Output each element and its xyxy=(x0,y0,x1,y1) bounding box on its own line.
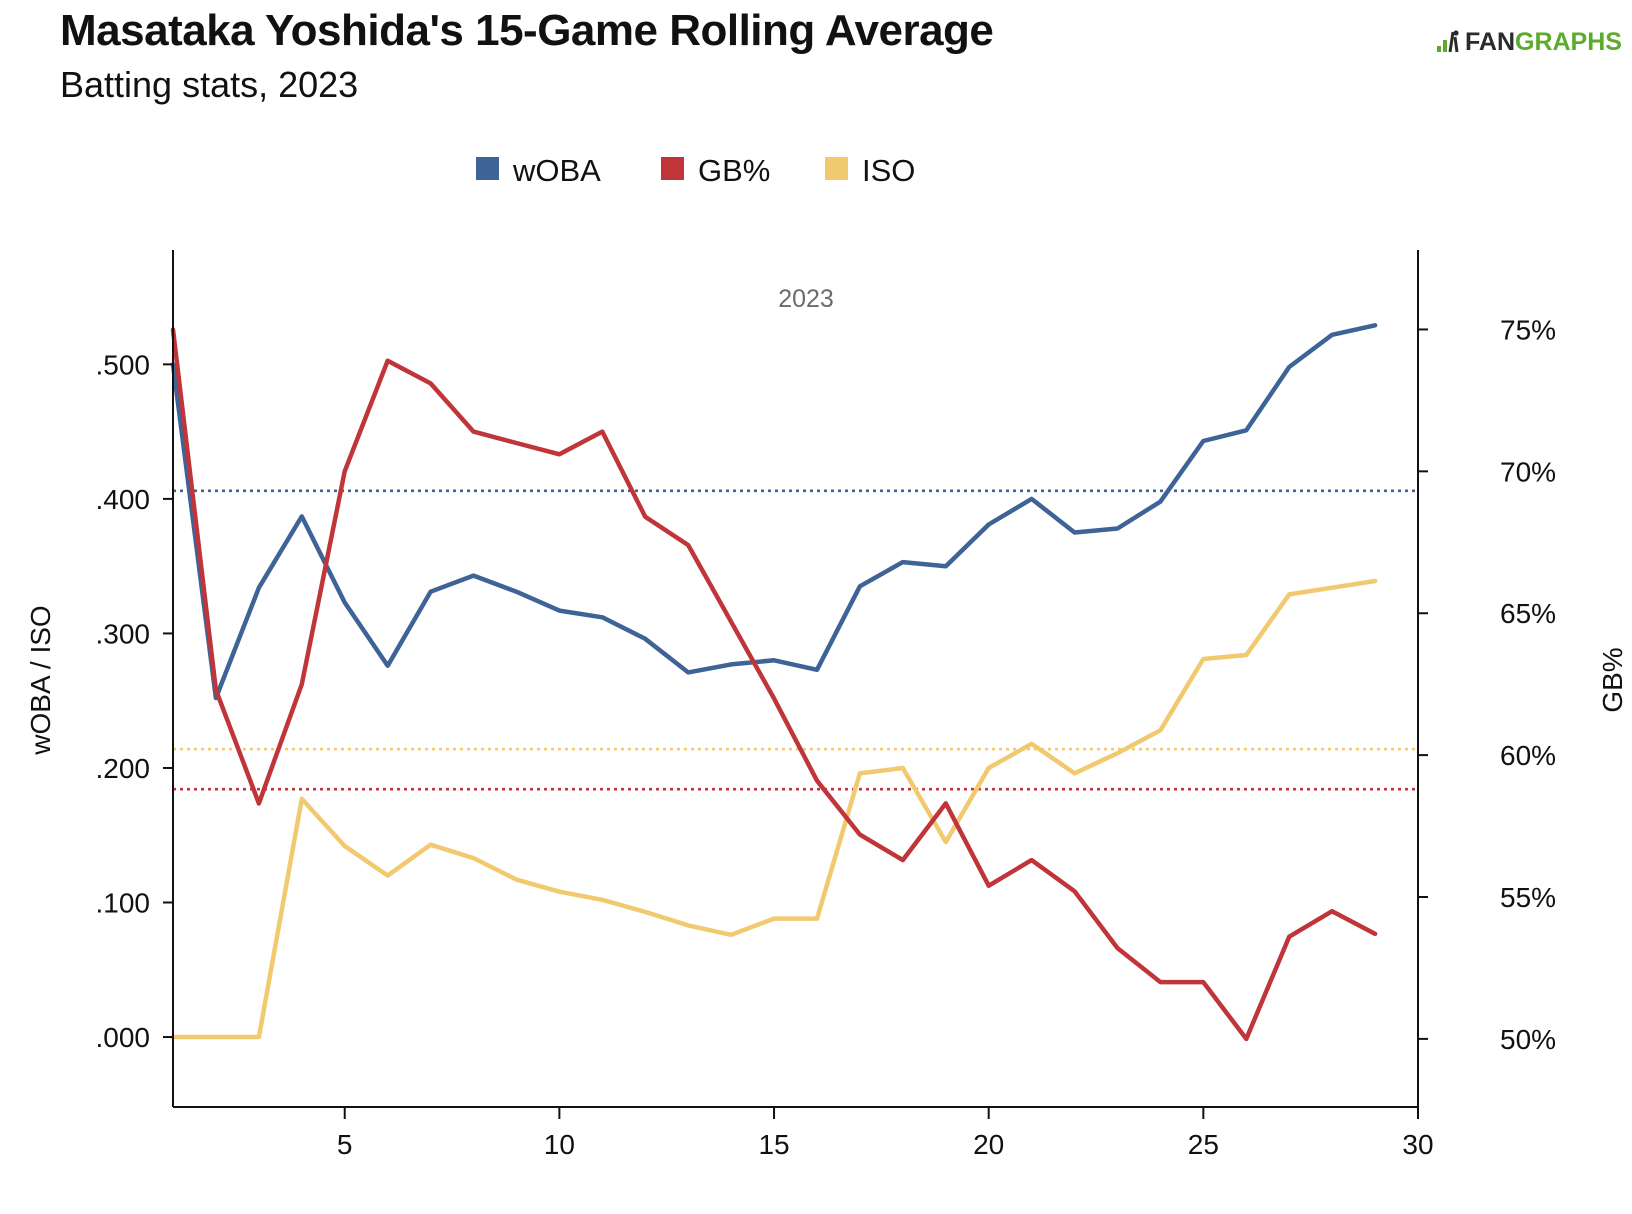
year-annotation: 2023 xyxy=(778,285,834,313)
right-tick-label: 60% xyxy=(1500,740,1556,771)
right-tick-label: 70% xyxy=(1500,456,1556,487)
right-axis-title: GB% xyxy=(1597,647,1628,712)
legend-label-woba[interactable]: wOBA xyxy=(512,153,601,188)
x-tick-label: 10 xyxy=(544,1129,575,1160)
x-tick-label: 5 xyxy=(337,1129,353,1160)
axes: 5 10 15 20 25 30 .000 .100 .200 .300 .400 .500 50% 55… xyxy=(25,250,1628,1160)
legend-swatch-woba xyxy=(476,157,499,180)
legend-swatch-gb-pct xyxy=(661,157,684,180)
right-tick-label: 50% xyxy=(1500,1024,1556,1055)
left-tick-label: .500 xyxy=(96,349,151,380)
batter-logo-icon xyxy=(1436,29,1462,60)
series-line-iso[interactable] xyxy=(170,578,1378,1040)
left-tick-label: .200 xyxy=(96,753,151,784)
left-tick-label: .400 xyxy=(96,484,151,515)
right-tick-label: 75% xyxy=(1500,314,1556,345)
series-line-woba[interactable] xyxy=(170,323,1378,701)
series-lines xyxy=(170,323,1378,1042)
legend-swatch-iso xyxy=(825,157,848,180)
chart-title: Masataka Yoshida's 15-Game Rolling Avera… xyxy=(60,6,994,55)
series-line-gb-pct[interactable] xyxy=(170,327,1378,1042)
x-tick-label: 20 xyxy=(973,1129,1004,1160)
left-axis-title: wOBA / ISO xyxy=(25,605,56,755)
x-tick-label: 25 xyxy=(1188,1129,1219,1160)
legend-label-gb-pct[interactable]: GB% xyxy=(698,153,770,188)
right-tick-label: 65% xyxy=(1500,598,1556,629)
chart-subtitle: Batting stats, 2023 xyxy=(60,64,359,105)
logo-text-fan: FAN xyxy=(1465,28,1515,56)
reference-lines xyxy=(173,489,1418,791)
right-tick-label: 55% xyxy=(1500,882,1556,913)
legend: wOBA GB% ISO xyxy=(476,153,915,188)
x-tick-label: 15 xyxy=(758,1129,789,1160)
left-tick-label: .000 xyxy=(96,1022,151,1053)
fangraphs-logo[interactable]: FANGRAPHS xyxy=(1436,28,1622,60)
left-tick-label: .300 xyxy=(96,618,151,649)
left-tick-label: .100 xyxy=(96,888,151,919)
logo-text-graphs: GRAPHS xyxy=(1515,28,1622,56)
legend-label-iso[interactable]: ISO xyxy=(862,153,915,188)
x-tick-label: 30 xyxy=(1402,1129,1433,1160)
